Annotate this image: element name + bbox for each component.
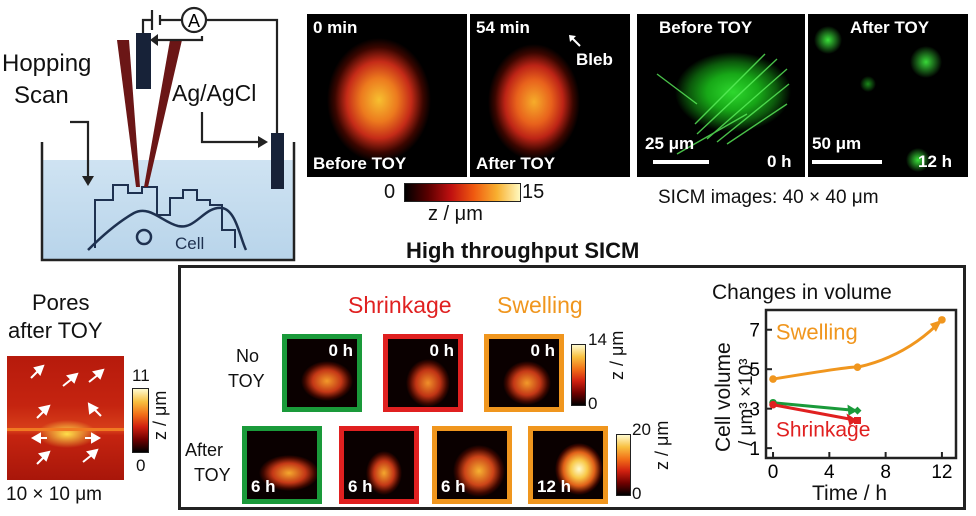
y-tick-label: 3 (749, 400, 760, 421)
trend-arrow-icon (847, 404, 858, 416)
topo-colorbar (404, 183, 521, 202)
tile-time: 0 h (429, 341, 454, 360)
electrode-label: Ag/AgCl (172, 80, 257, 106)
topo-cb-max: 15 (522, 181, 545, 203)
grid-cb1-max: 14 (588, 330, 607, 349)
sicm-images-note: SICM images: 40 × 40 μm (658, 187, 879, 208)
pores-title: Pores (32, 290, 90, 315)
tile-control-6h: 6 h (242, 426, 322, 504)
nanopipette (117, 40, 140, 187)
fluor-tile-after: After TOY 50 μm 12 h (808, 14, 968, 177)
tile-time: 6 h (251, 477, 276, 496)
swelling-annotation: Swelling (776, 320, 858, 345)
pores-cb-min: 0 (136, 456, 146, 475)
fluor-tile-before: Before TOY 25 μm 0 h (637, 14, 805, 177)
data-point (769, 375, 777, 383)
fluor-fibers (656, 53, 790, 155)
fluor-time-12h: 12 h (918, 152, 953, 171)
hopping-label: Hopping (2, 50, 92, 77)
tile-time: 0 h (530, 341, 555, 360)
fluor-time-0h: 0 h (767, 152, 792, 171)
throughput-panel (178, 265, 966, 510)
swelling-header: Swelling (497, 292, 583, 318)
shrinkage-header: Shrinkage (348, 292, 452, 318)
x-tick-label: 12 (931, 462, 952, 483)
pores-colorbar (132, 388, 149, 453)
topo-cb-min: 0 (384, 181, 396, 203)
topo-time-54: 54 min (476, 18, 530, 37)
tile-time: 6 h (441, 477, 466, 496)
tile-shrinkage-0h: 0 h (383, 334, 463, 412)
bleb-label: Bleb (576, 50, 613, 69)
topo-cb-label: z / μm (428, 203, 483, 225)
grid-cb1-min: 0 (588, 394, 598, 413)
cell-body (87, 206, 248, 251)
ammeter-label: A (188, 11, 200, 31)
grid-colorbar-top (571, 344, 586, 406)
trend-arrow-icon (846, 413, 858, 426)
x-tick-label: 4 (824, 462, 835, 483)
chart-title: Changes in volume (712, 281, 892, 304)
scan-label: Scan (14, 82, 69, 109)
grid-cb2-max: 20 (632, 420, 651, 439)
grid-cb2-min: 0 (632, 484, 642, 503)
x-tick-label: 0 (768, 462, 779, 483)
shrinkage-annotation: Shrinkage (776, 418, 871, 441)
pores-subtitle: after TOY (8, 318, 103, 343)
data-point (853, 363, 862, 372)
scale-bar (812, 160, 882, 164)
series-line (772, 403, 858, 422)
x-tick-label: 8 (880, 462, 891, 483)
pipette-electrode (136, 33, 151, 89)
topo-tile-before: 0 min Before TOY (307, 14, 467, 177)
y-tick-label: 1 (749, 439, 760, 460)
fluor-caption-after: After TOY (850, 18, 930, 37)
tile-time: 0 h (328, 341, 353, 360)
fluor-scale-50: 50 μm (812, 134, 862, 153)
series-line (772, 401, 858, 413)
bath-electrode (271, 133, 284, 189)
topo-tile-after: 54 min After TOY Bleb (470, 14, 630, 177)
y-tick-label: 7 (749, 321, 760, 342)
scale-bar (653, 160, 709, 164)
trend-arrow-icon (929, 319, 942, 332)
tile-time: 12 h (537, 477, 572, 496)
row-no-toy-2: TOY (228, 371, 265, 391)
row-no-toy-1: No (236, 346, 260, 366)
pores-image (7, 356, 124, 480)
wire (141, 18, 152, 33)
tile-shrinkage-6h: 6 h (339, 426, 419, 504)
chart-frame (764, 308, 958, 460)
grid-colorbar-bottom (616, 434, 631, 496)
scan-profile (94, 184, 236, 248)
tile-swelling-0h: 0 h (484, 334, 564, 412)
topo-time-0: 0 min (313, 18, 358, 37)
tile-swelling-12h: 12 h (528, 426, 608, 504)
cell-nucleus (135, 228, 153, 246)
cell-label: Cell (175, 234, 204, 253)
bath-container (40, 142, 296, 262)
fluor-scale-25: 25 μm (645, 134, 695, 153)
pores-size: 10 × 10 μm (6, 484, 102, 505)
y-tick-label: 5 (749, 360, 760, 381)
tile-swelling-6h: 6 h (432, 426, 512, 504)
tile-control-0h: 0 h (282, 334, 362, 412)
fluor-caption-before: Before TOY (659, 18, 753, 37)
row-after-toy-1: After (185, 440, 224, 460)
pore-arrows (30, 364, 105, 465)
pores-cb-max: 11 (132, 366, 150, 385)
tile-time: 6 h (348, 477, 373, 496)
topo-caption-after: After TOY (476, 154, 556, 173)
section-title: High throughput SICM (406, 238, 640, 263)
chart-xlabel: Time / h (812, 482, 888, 505)
topo-caption-before: Before TOY (313, 154, 407, 173)
bleb-arrow-icon (569, 35, 581, 47)
row-after-toy-2: TOY (194, 465, 231, 485)
data-point (769, 400, 777, 409)
sicm-schematic: A Cell (40, 6, 296, 262)
